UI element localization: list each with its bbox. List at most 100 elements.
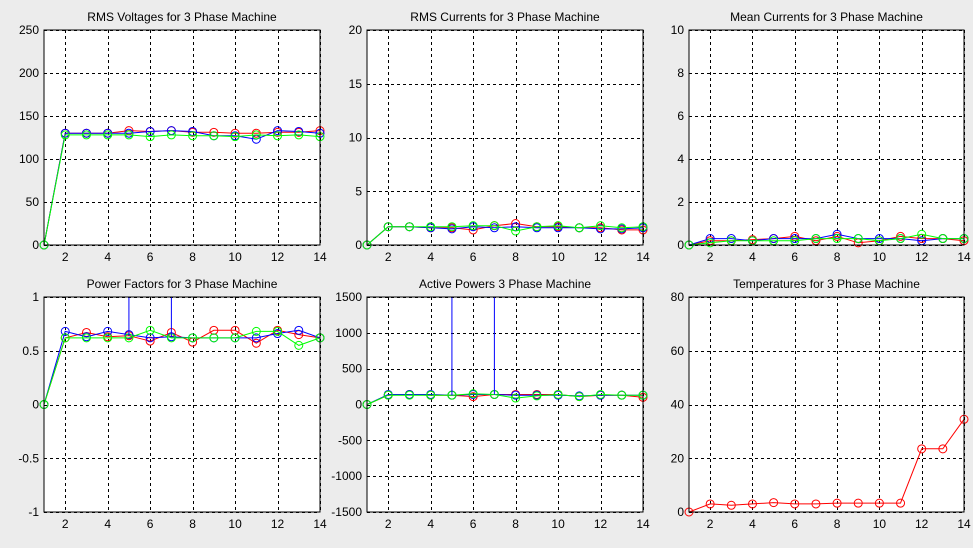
data-point (188, 333, 198, 343)
plot-area (688, 296, 965, 513)
y-tick-label: 0 (355, 238, 362, 252)
data-point (145, 325, 155, 335)
x-tick-label: 8 (834, 517, 841, 531)
data-point (230, 132, 240, 142)
chart-5: Active Powers 3 Phase Machine 2 4 6 8 10 12 14 -… (331, 277, 650, 531)
plot-border (43, 29, 321, 246)
data-point (574, 223, 584, 233)
x-tick-label: 12 (594, 250, 608, 264)
x-tick-label: 6 (470, 517, 477, 531)
data-point (103, 333, 113, 343)
data-point (273, 131, 283, 141)
y-tick-label: 6 (677, 109, 684, 123)
data-point (790, 499, 800, 509)
data-point (166, 130, 176, 140)
data-point (896, 231, 906, 241)
x-tick-label: 4 (104, 517, 111, 531)
y-tick-label: 1 (32, 290, 39, 304)
data-point (188, 131, 198, 141)
plot-border (43, 296, 321, 513)
x-tick-label: 14 (957, 250, 971, 264)
data-point (468, 392, 478, 402)
y-tick-label: 80 (671, 290, 685, 304)
chart-6: Temperatures for 3 Phase Machine 2 4 6 8 10 12… (671, 277, 971, 531)
data-point (294, 340, 304, 350)
x-tick-label: 8 (512, 517, 519, 531)
y-tick-label: 4 (677, 152, 684, 166)
y-tick-label: 100 (19, 152, 39, 166)
x-tick-label: 2 (707, 250, 714, 264)
x-tick-label: 10 (551, 250, 565, 264)
x-tick-label: 2 (707, 517, 714, 531)
y-tick-label: 15 (349, 77, 363, 91)
x-tick-label: 6 (791, 517, 798, 531)
x-tick-label: 6 (147, 250, 154, 264)
data-point (468, 221, 478, 231)
x-tick-label: 14 (636, 250, 650, 264)
data-point (726, 500, 736, 510)
y-tick-label: -500 (338, 433, 362, 447)
data-point (532, 222, 542, 232)
data-point (404, 222, 414, 232)
y-tick-label: 0 (355, 398, 362, 412)
y-tick-label: 10 (671, 23, 685, 37)
data-point (811, 234, 821, 244)
data-point (273, 126, 283, 136)
data-point (511, 390, 521, 400)
data-point (705, 499, 715, 509)
data-point (790, 234, 800, 244)
y-tick-label: 0 (32, 238, 39, 252)
data-point (383, 222, 393, 232)
x-tick-label: 4 (104, 250, 111, 264)
x-tick-label: 6 (470, 250, 477, 264)
x-tick-label: 2 (62, 250, 69, 264)
x-tick-label: 4 (427, 250, 434, 264)
data-point (705, 238, 715, 248)
data-point (447, 224, 457, 234)
data-point (769, 498, 779, 508)
data-point (596, 389, 606, 399)
y-tick-label: 5 (355, 184, 362, 198)
data-point (553, 389, 563, 399)
y-tick-label: 50 (26, 195, 40, 209)
chart-title: RMS Currents for 3 Phase Machine (410, 10, 600, 24)
x-tick-label: 2 (385, 250, 392, 264)
data-point (124, 130, 134, 140)
data-point (574, 392, 584, 402)
data-point (145, 336, 155, 346)
data-point (511, 226, 521, 236)
data-point (383, 390, 393, 400)
x-tick-label: 10 (873, 250, 887, 264)
data-point (938, 234, 948, 244)
x-tick-label: 8 (834, 250, 841, 264)
data-point (596, 224, 606, 234)
chart-title: Active Powers 3 Phase Machine (419, 277, 591, 291)
data-point (489, 221, 499, 231)
data-point (596, 221, 606, 231)
data-point (853, 498, 863, 508)
data-point (251, 333, 261, 343)
data-point (273, 326, 283, 336)
data-point (103, 326, 113, 336)
data-point (917, 229, 927, 239)
y-tick-label: 40 (671, 398, 685, 412)
y-tick-label: 1000 (335, 326, 362, 340)
data-point (726, 234, 736, 244)
x-tick-label: 2 (385, 517, 392, 531)
data-point (230, 128, 240, 138)
x-tick-label: 12 (271, 250, 285, 264)
data-point (917, 444, 927, 454)
y-tick-label: 60 (671, 344, 685, 358)
chart-title: Power Factors for 3 Phase Machine (87, 277, 278, 291)
x-tick-label: 14 (636, 517, 650, 531)
data-point (489, 223, 499, 233)
data-point (60, 130, 70, 140)
data-point (811, 499, 821, 509)
plot-area (366, 29, 644, 246)
y-tick-label: 20 (349, 23, 363, 37)
data-point (938, 444, 948, 454)
y-tick-label: -1 (28, 505, 39, 519)
chart-title: Mean Currents for 3 Phase Machine (730, 10, 923, 24)
data-point (853, 234, 863, 244)
